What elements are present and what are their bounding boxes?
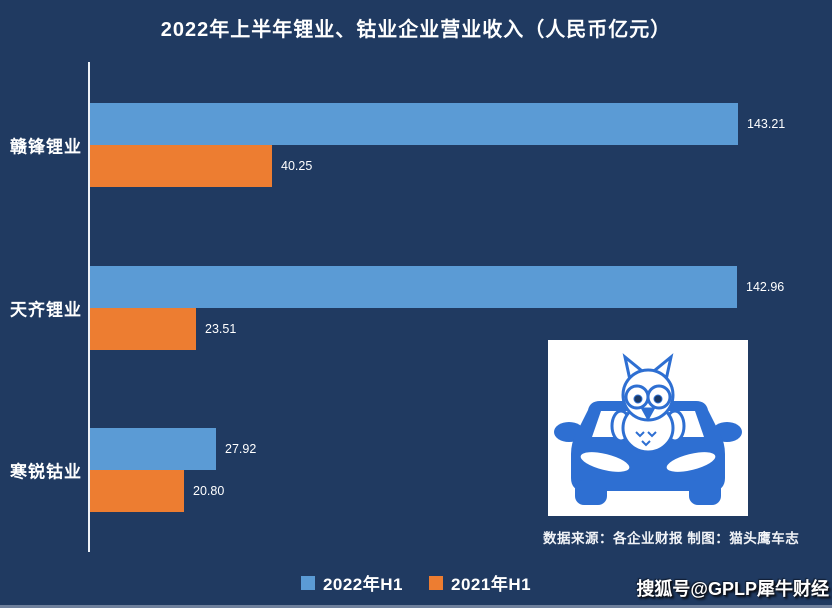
value-label-赣锋锂业-2022年H1: 143.21 <box>747 117 786 131</box>
category-label-3: 寒锐钴业 <box>10 462 82 482</box>
legend-swatch-icon <box>429 575 443 590</box>
legend-item-2021年H1: 2021年H1 <box>429 570 531 595</box>
watermark-sohu: 搜狐号@GPLP犀牛财经 <box>636 579 829 599</box>
bar-寒锐钴业-2022年H1 <box>90 428 216 470</box>
bar-赣锋锂业-2021年H1 <box>90 145 272 187</box>
category-label-1: 赣锋锂业 <box>10 137 82 157</box>
legend-label: 2021年H1 <box>451 575 532 594</box>
chart-title: 2022年上半年锂业、钴业企业营业收入（人民币亿元） <box>160 19 672 41</box>
owl-car-logo <box>548 340 748 516</box>
owl-car-logo-graphic <box>548 340 748 516</box>
value-label-天齐锂业-2021年H1: 23.51 <box>205 322 237 336</box>
legend-swatch-icon <box>300 575 315 590</box>
bottom-edge-strip <box>0 605 832 608</box>
legend-item-2022年H1: 2022年H1 <box>300 570 403 595</box>
source-note: 数据来源：各企业财报 制图：猫头鹰车志 <box>543 531 800 546</box>
category-label-2: 天齐锂业 <box>10 300 82 320</box>
value-label-寒锐钴业-2022年H1: 27.92 <box>225 442 257 456</box>
value-label-天齐锂业-2022年H1: 142.96 <box>746 280 785 294</box>
value-label-寒锐钴业-2021年H1: 20.80 <box>193 484 225 498</box>
chart-legend: 2022年H1 2021年H1 <box>0 570 832 595</box>
bar-寒锐钴业-2021年H1 <box>90 470 184 512</box>
bar-赣锋锂业-2022年H1 <box>90 103 738 145</box>
bar-天齐锂业-2021年H1 <box>90 308 196 350</box>
y-axis-line <box>88 62 90 552</box>
bar-天齐锂业-2022年H1 <box>90 266 737 308</box>
value-label-赣锋锂业-2021年H1: 40.25 <box>281 159 313 173</box>
legend-label: 2022年H1 <box>322 575 403 594</box>
